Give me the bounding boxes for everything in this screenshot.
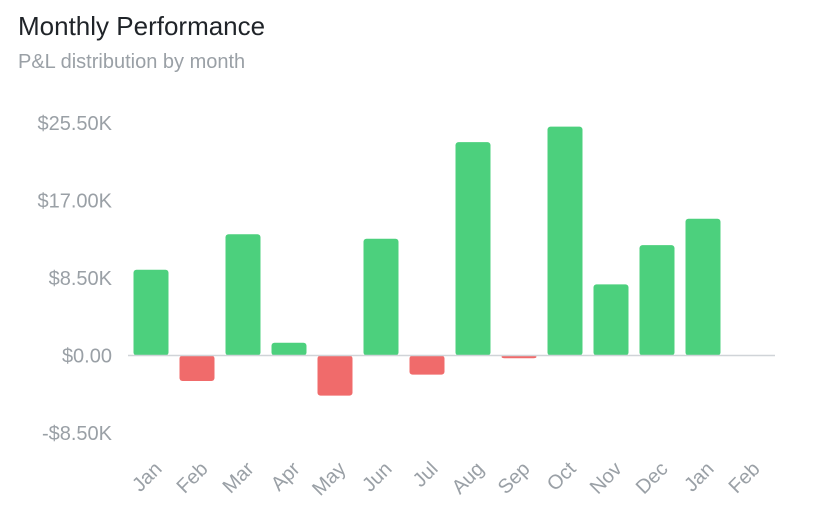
bar	[317, 355, 353, 396]
bar	[133, 269, 169, 356]
x-tick-label: Nov	[586, 458, 627, 499]
x-tick-label: Dec	[632, 458, 673, 499]
x-tick-label: Jul	[409, 458, 443, 492]
y-tick-label: $17.00K	[37, 191, 112, 213]
chart-title: Monthly Performance	[18, 11, 266, 41]
y-tick-label: $25.50K	[37, 113, 112, 135]
y-tick-label: -$8.50K	[42, 423, 113, 445]
chart-subtitle: P&L distribution by month	[18, 51, 246, 73]
chart-header: Monthly Performance P&L distribution by …	[18, 8, 808, 76]
bar	[593, 284, 629, 356]
bar	[685, 218, 721, 356]
x-tick-label: May	[308, 458, 350, 500]
x-tick-label: Feb	[725, 458, 765, 498]
bar	[225, 234, 261, 356]
bar	[639, 245, 675, 356]
bar	[271, 342, 307, 356]
x-tick-label: Sep	[494, 458, 535, 499]
bar	[409, 355, 445, 375]
x-tick-label: Oct	[543, 458, 581, 496]
bar	[547, 126, 583, 356]
bar	[179, 355, 215, 382]
x-tick-label: Jun	[358, 458, 396, 496]
y-tick-label: $0.00	[62, 346, 112, 368]
bar	[455, 142, 491, 356]
y-tick-label: $8.50K	[49, 268, 113, 290]
x-tick-label: Jan	[680, 458, 718, 496]
x-tick-label: Aug	[448, 458, 489, 499]
x-tick-label: Feb	[173, 458, 213, 498]
x-tick-label: Apr	[267, 458, 305, 496]
bar	[363, 238, 399, 356]
x-tick-label: Mar	[219, 458, 259, 498]
x-tick-label: Jan	[128, 458, 166, 496]
